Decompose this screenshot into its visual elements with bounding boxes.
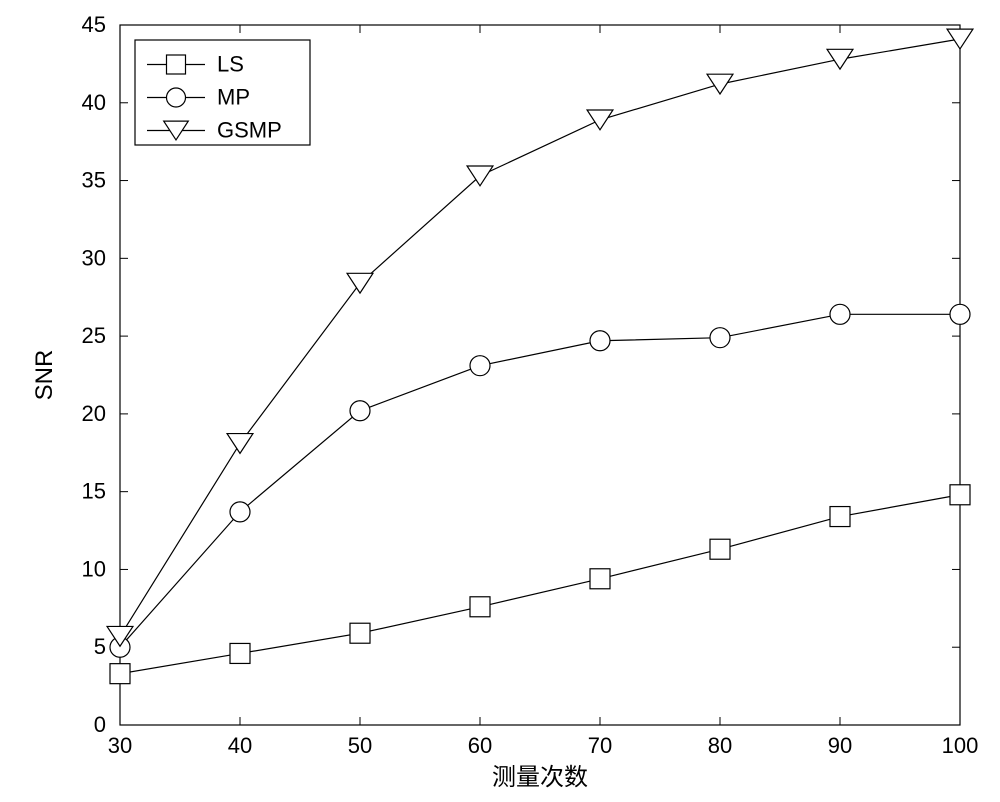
y-tick-label: 25 — [82, 323, 106, 348]
x-tick-label: 100 — [942, 733, 979, 758]
legend-label: GSMP — [217, 118, 282, 143]
legend-label: MP — [217, 85, 250, 110]
x-tick-label: 60 — [468, 733, 492, 758]
x-tick-label: 50 — [348, 733, 372, 758]
legend-label: LS — [217, 52, 244, 77]
y-tick-label: 35 — [82, 168, 106, 193]
y-tick-label: 45 — [82, 12, 106, 37]
y-tick-label: 30 — [82, 245, 106, 270]
snr-chart: 30 40 50 60 70 80 90 100 0 5 10 15 20 25 30 35 40 45 测量次数 S… — [0, 0, 1000, 802]
y-tick-label: 5 — [94, 634, 106, 659]
y-tick-label: 15 — [82, 479, 106, 504]
y-tick-label: 20 — [82, 401, 106, 426]
y-tick-label: 0 — [94, 712, 106, 737]
y-tick-label: 10 — [82, 556, 106, 581]
x-tick-label: 80 — [708, 733, 732, 758]
x-axis-label: 测量次数 — [492, 764, 588, 791]
x-tick-label: 40 — [228, 733, 252, 758]
y-axis-label: SNR — [31, 350, 58, 401]
x-tick-label: 90 — [828, 733, 852, 758]
legend: LS MP GSMP — [135, 40, 310, 145]
x-tick-label: 30 — [108, 733, 132, 758]
chart-svg: 30 40 50 60 70 80 90 100 0 5 10 15 20 25 30 35 40 45 测量次数 S… — [0, 0, 1000, 802]
y-tick-label: 40 — [82, 90, 106, 115]
x-tick-label: 70 — [588, 733, 612, 758]
